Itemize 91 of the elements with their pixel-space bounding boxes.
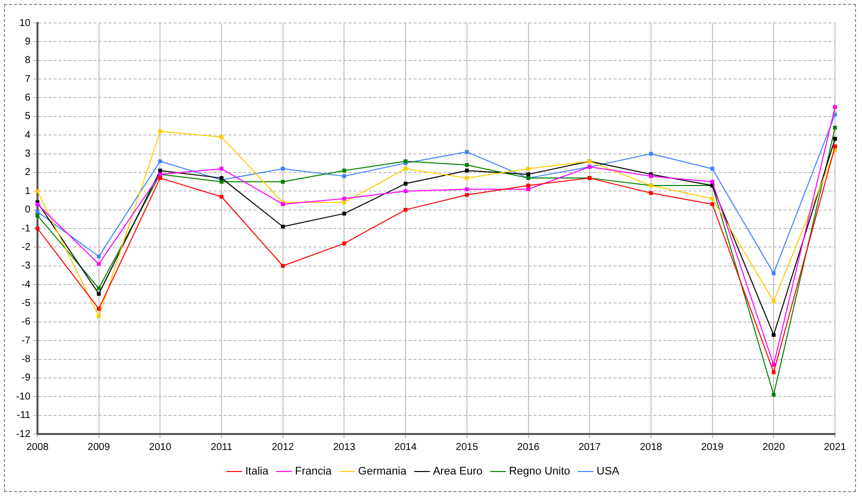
y-tick-label: 2 bbox=[24, 167, 31, 178]
point bbox=[464, 150, 469, 154]
point bbox=[36, 226, 40, 230]
x-tick-label: 2013 bbox=[333, 442, 356, 453]
y-tick-label: -4 bbox=[22, 279, 31, 290]
y-tick-label: 5 bbox=[24, 111, 31, 122]
point bbox=[158, 129, 162, 134]
point bbox=[158, 176, 162, 180]
point bbox=[772, 271, 776, 276]
y-tick-label: 8 bbox=[24, 55, 31, 66]
point bbox=[464, 187, 469, 192]
point bbox=[280, 166, 285, 171]
x-tick-label: 2011 bbox=[210, 442, 233, 453]
point bbox=[464, 168, 469, 172]
point bbox=[220, 194, 224, 199]
x-tick-label: 2012 bbox=[272, 442, 294, 453]
point bbox=[772, 362, 776, 367]
point bbox=[280, 264, 285, 268]
point bbox=[649, 191, 653, 195]
point bbox=[36, 189, 40, 194]
point bbox=[833, 126, 837, 130]
point bbox=[772, 392, 776, 397]
point bbox=[342, 212, 346, 216]
y-tick-label: -3 bbox=[22, 260, 31, 272]
y-tick-label: 9 bbox=[24, 36, 31, 48]
point bbox=[342, 168, 346, 172]
point bbox=[96, 292, 101, 296]
x-tick-label: 2019 bbox=[701, 442, 724, 453]
point bbox=[342, 196, 346, 201]
point bbox=[36, 210, 40, 214]
point bbox=[464, 163, 469, 167]
point bbox=[404, 189, 408, 194]
y-tick-label: -1 bbox=[22, 223, 31, 234]
y-tick-label: 7 bbox=[24, 74, 31, 85]
point bbox=[96, 254, 101, 258]
point bbox=[833, 144, 837, 148]
point bbox=[772, 333, 776, 337]
point bbox=[342, 200, 346, 204]
point bbox=[36, 214, 40, 218]
point bbox=[220, 166, 224, 171]
legend-label: Area Euro bbox=[432, 466, 482, 478]
x-tick-label: 2015 bbox=[456, 442, 478, 453]
legend-label: USA bbox=[596, 466, 620, 478]
point bbox=[833, 112, 837, 116]
x-tick-label: 2008 bbox=[26, 442, 50, 453]
point bbox=[649, 152, 653, 156]
point bbox=[158, 159, 162, 164]
point bbox=[772, 370, 776, 374]
y-tick-label: -10 bbox=[16, 391, 31, 402]
point bbox=[280, 180, 285, 184]
point bbox=[96, 262, 101, 266]
y-tick-label: 4 bbox=[24, 130, 31, 141]
x-tick-label: 2010 bbox=[149, 442, 172, 453]
point bbox=[342, 242, 346, 246]
y-tick-label: -5 bbox=[22, 298, 31, 309]
legend-label: Francia bbox=[294, 466, 333, 478]
y-tick-label: 1 bbox=[24, 186, 31, 197]
legend-label: Italia bbox=[245, 466, 270, 478]
y-tick-label: -2 bbox=[22, 242, 31, 253]
point bbox=[464, 176, 469, 180]
legend-label: Regno Unito bbox=[508, 466, 570, 478]
x-tick-label: 2014 bbox=[394, 442, 418, 453]
point bbox=[526, 184, 530, 188]
point bbox=[404, 166, 408, 171]
y-tick-label: -11 bbox=[16, 410, 31, 422]
y-tick-label: -6 bbox=[22, 316, 31, 328]
y-tick-label: -9 bbox=[22, 372, 31, 384]
point bbox=[220, 135, 224, 139]
y-tick-label: 3 bbox=[24, 148, 31, 160]
x-tick-label: 2016 bbox=[517, 442, 540, 453]
y-tick-label: -12 bbox=[16, 428, 31, 440]
y-tick-label: -7 bbox=[22, 335, 31, 346]
x-tick-label: 2018 bbox=[640, 442, 663, 453]
point bbox=[833, 136, 837, 141]
point bbox=[158, 168, 162, 172]
y-tick-label: 0 bbox=[24, 204, 31, 216]
point bbox=[772, 299, 776, 304]
point bbox=[833, 105, 837, 109]
x-tick-label: 2021 bbox=[824, 442, 847, 453]
legend-label: Germania bbox=[358, 466, 408, 478]
point bbox=[404, 208, 408, 212]
point bbox=[280, 224, 285, 229]
point bbox=[404, 182, 408, 186]
x-tick-label: 2020 bbox=[762, 442, 786, 453]
y-tick-label: 6 bbox=[24, 92, 31, 104]
point bbox=[464, 192, 469, 197]
y-tick-label: -8 bbox=[22, 354, 31, 366]
x-tick-label: 2009 bbox=[88, 442, 110, 453]
y-tick-label: 10 bbox=[19, 18, 31, 29]
x-tick-label: 2017 bbox=[578, 442, 602, 453]
point bbox=[710, 196, 714, 201]
